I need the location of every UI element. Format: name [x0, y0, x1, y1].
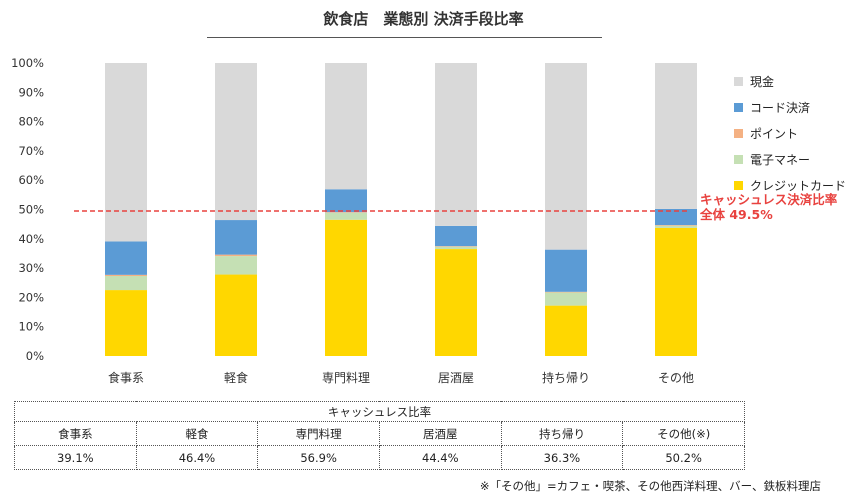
table-value-cell: 36.3%: [500, 445, 624, 470]
table-header-cell: 居酒屋: [378, 421, 502, 446]
bar-segment: [105, 63, 147, 242]
bar-segment: [545, 249, 587, 292]
legend-item-e-money: 電子マネー: [734, 146, 846, 172]
bar-segment: [655, 225, 697, 228]
x-tick-label: 居酒屋: [438, 371, 474, 385]
y-tick-label: 70%: [18, 144, 44, 158]
legend-label-points: ポイント: [750, 126, 799, 141]
bar-series: [105, 63, 697, 356]
stacked-bar-chart: 0% 10% 20% 30% 40% 50% 60% 70% 80% 90% 100% 食事系 軽食 専…: [11, 56, 697, 385]
legend-swatch-points: [734, 128, 743, 138]
reference-label-line2: 全体 49.5%: [700, 207, 773, 222]
table-value-cell: 50.2%: [622, 445, 745, 470]
cashless-ratio-table: キャッシュレス比率 食事系 軽食 専門料理 居酒屋 持ち帰り その他(※) 39…: [14, 401, 745, 470]
legend-swatch-e-money: [734, 154, 743, 164]
x-tick-label: 持ち帰り: [542, 370, 590, 385]
legend-item-code-payment: コード決済: [734, 94, 846, 120]
y-tick-label: 60%: [18, 173, 44, 187]
y-tick-label: 90%: [18, 85, 44, 99]
bar-segment: [545, 305, 587, 356]
bar-segment: [325, 212, 367, 220]
bar-segment: [325, 212, 367, 213]
bar-segment: [325, 63, 367, 190]
table-value-cell: 56.9%: [257, 445, 380, 470]
legend: 現金 コード決済 ポイント 電子マネー クレジットカード: [734, 68, 846, 198]
bar-segment: [105, 241, 147, 275]
footnote: ※「その他」=カフェ・喫茶、その他西洋料理、バー、鉄板料理店: [479, 479, 821, 493]
chart-title: 飲食店 業態別 決済手段比率: [323, 10, 524, 28]
legend-swatch-code-payment: [734, 102, 743, 112]
bar-segment: [435, 249, 477, 356]
legend-swatch-credit-card: [734, 180, 743, 190]
y-tick-label: 30%: [18, 261, 44, 275]
table-value-cell: 44.4%: [378, 445, 502, 470]
table-header-cell: 持ち帰り: [500, 421, 624, 446]
bar-segment: [655, 63, 697, 209]
table-value-row: 39.1% 46.4% 56.9% 44.4% 36.3% 50.2%: [14, 445, 745, 470]
table-header-cell: 軽食: [135, 421, 259, 446]
y-tick-label: 100%: [11, 56, 44, 70]
bar-segment: [325, 189, 367, 213]
bar-segment: [545, 292, 587, 306]
bar-segment: [215, 274, 257, 356]
table-header-row: 食事系 軽食 専門料理 居酒屋 持ち帰り その他(※): [14, 421, 745, 446]
legend-item-cash: 現金: [734, 68, 846, 94]
x-axis: 食事系 軽食 専門料理 居酒屋 持ち帰り その他: [108, 370, 694, 385]
table-value-cell: 39.1%: [14, 445, 137, 470]
bar-segment: [655, 208, 697, 226]
x-tick-label: 食事系: [108, 370, 144, 385]
x-tick-label: 軽食: [224, 370, 248, 385]
y-tick-label: 50%: [18, 203, 44, 217]
legend-label-credit-card: クレジットカード: [750, 178, 847, 193]
table-header-cell: 食事系: [14, 421, 137, 446]
x-tick-label: その他: [658, 371, 694, 385]
legend-label-e-money: 電子マネー: [750, 152, 811, 167]
y-tick-label: 80%: [18, 115, 44, 129]
bar-segment: [105, 290, 147, 356]
x-tick-label: 専門料理: [322, 371, 370, 385]
table-header-cell: 専門料理: [257, 421, 380, 446]
y-tick-label: 40%: [18, 232, 44, 246]
y-axis: 0% 10% 20% 30% 40% 50% 60% 70% 80% 90% 100%: [11, 56, 44, 363]
title-underline: [207, 37, 602, 38]
bar-segment: [545, 291, 587, 293]
bar-segment: [215, 254, 257, 257]
legend-label-cash: 現金: [750, 74, 775, 89]
bar-segment: [435, 246, 477, 250]
bar-segment: [435, 246, 477, 247]
bar-segment: [105, 276, 147, 291]
bar-segment: [545, 63, 587, 250]
y-tick-label: 0%: [26, 349, 44, 363]
legend-label-code-payment: コード決済: [750, 100, 811, 115]
table-title: キャッシュレス比率: [14, 401, 745, 422]
bar-segment: [215, 256, 257, 275]
reference-label-line1: キャッシュレス決済比率: [700, 192, 838, 207]
y-tick-label: 10%: [18, 320, 44, 334]
table-value-cell: 46.4%: [135, 445, 259, 470]
legend-item-credit-card: クレジットカード: [734, 172, 846, 198]
bar-segment: [325, 219, 367, 356]
legend-item-points: ポイント: [734, 120, 846, 146]
reference-line-label: キャッシュレス決済比率 全体 49.5%: [700, 192, 837, 222]
bar-segment: [215, 63, 257, 221]
table-title-row: キャッシュレス比率: [14, 401, 745, 422]
table-header-cell: その他(※): [622, 421, 745, 446]
bar-segment: [655, 227, 697, 356]
bar-segment: [655, 225, 697, 226]
bar-segment: [435, 63, 477, 226]
y-tick-label: 20%: [18, 290, 44, 304]
bar-segment: [105, 274, 147, 277]
bar-segment: [435, 225, 477, 247]
legend-swatch-cash: [734, 76, 743, 86]
bar-segment: [215, 220, 257, 255]
